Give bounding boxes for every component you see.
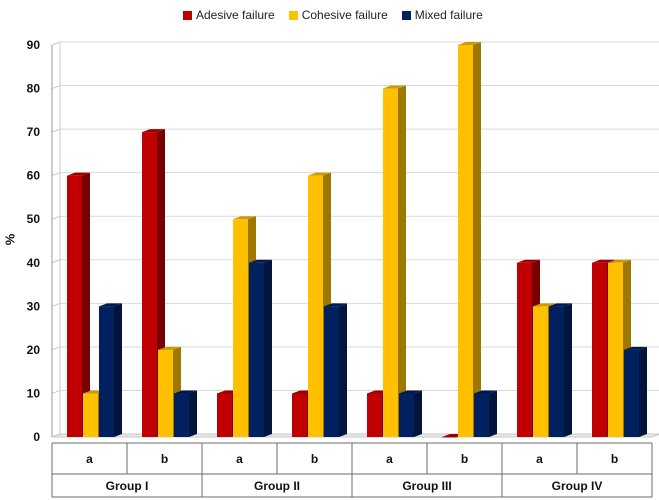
bar-top (67, 172, 90, 176)
bar (608, 262, 623, 437)
legend-swatch-cohesive (288, 10, 298, 20)
bar (158, 349, 173, 437)
bar (292, 393, 307, 437)
x-tick-label: b (611, 452, 618, 466)
bar-top (99, 303, 122, 307)
gridline-depth (51, 41, 61, 46)
y-tick-label: 10 (27, 386, 41, 400)
x-tick-label: b (311, 452, 318, 466)
bar-side (414, 390, 422, 437)
bar-top (517, 259, 540, 263)
bar-side (114, 303, 122, 437)
bar-top (592, 259, 615, 263)
gridline-depth (51, 215, 61, 220)
bar (399, 393, 414, 437)
legend-label-cohesive: Cohesive failure (301, 8, 388, 22)
y-tick-label: 70 (27, 125, 41, 139)
bar-side (264, 259, 272, 437)
bar-top (624, 346, 647, 350)
bar-side (489, 390, 497, 437)
y-tick-label: 90 (27, 38, 41, 52)
x-group-label: Group II (254, 479, 300, 493)
bar (233, 219, 248, 437)
bar-top (158, 346, 181, 350)
bar-top (233, 216, 256, 220)
legend-item-cohesive: Cohesive failure (288, 8, 388, 22)
bar-top (142, 129, 165, 133)
x-group-label: Group I (106, 479, 149, 493)
bar-top (249, 259, 272, 263)
bar (517, 262, 532, 437)
bar-side (189, 390, 197, 437)
gridline-depth (51, 346, 61, 351)
x-tick-label: a (236, 452, 243, 466)
y-tick-label: 30 (27, 299, 41, 313)
bar (249, 262, 264, 437)
bar (142, 132, 157, 437)
bar (99, 306, 114, 437)
x-tick-label: b (461, 452, 468, 466)
y-tick-label: 80 (27, 82, 41, 96)
bar-side (639, 346, 647, 437)
gridline-depth (51, 389, 61, 394)
legend-swatch-mixed (401, 10, 411, 20)
bar (442, 437, 457, 438)
bar (549, 306, 564, 437)
bar-side (339, 303, 347, 437)
y-tick-label: 60 (27, 169, 41, 183)
bar (67, 175, 82, 437)
legend-label-adesive: Adesive failure (196, 8, 275, 22)
y-tick-label: 40 (27, 256, 41, 270)
bar (367, 393, 382, 437)
y-tick-label: 20 (27, 343, 41, 357)
bar-side (82, 172, 90, 437)
bar-top (458, 42, 481, 45)
gridline-depth (51, 259, 61, 264)
bar-top (174, 390, 197, 394)
bar (383, 88, 398, 438)
bar-top (399, 390, 422, 394)
bar (174, 393, 189, 437)
bar-side (473, 42, 481, 437)
y-tick-label: 50 (27, 212, 41, 226)
bar-top (549, 303, 572, 307)
bar (592, 262, 607, 437)
bar-top (608, 259, 631, 263)
x-tick-label: a (386, 452, 393, 466)
legend-label-mixed: Mixed failure (414, 8, 483, 22)
bar (217, 393, 232, 437)
x-group-label: Group IV (552, 479, 603, 493)
bar (324, 306, 339, 437)
bar-top (308, 172, 331, 176)
bar-side (398, 85, 406, 438)
bar-top (533, 303, 556, 307)
legend-item-mixed: Mixed failure (401, 8, 483, 22)
legend-item-adesive: Adesive failure (183, 8, 275, 22)
bar-top (474, 390, 497, 394)
gridline-depth (51, 433, 61, 438)
bar-top (324, 303, 347, 307)
bar-side (564, 303, 572, 437)
bar (83, 393, 98, 437)
gridline-depth (51, 172, 61, 177)
x-tick-label: a (86, 452, 93, 466)
x-tick-label: b (161, 452, 168, 466)
x-tick-label: a (536, 452, 543, 466)
x-group-label: Group III (402, 479, 451, 493)
gridline-depth (51, 128, 61, 133)
bar (308, 175, 323, 437)
bar (458, 45, 473, 437)
bar (624, 349, 639, 437)
gridline-depth (51, 302, 61, 307)
bar-top (383, 85, 406, 89)
gridline-depth (51, 85, 61, 90)
y-tick-label: 0 (33, 430, 40, 444)
chart-legend: Adesive failure Cohesive failure Mixed f… (183, 8, 483, 22)
legend-swatch-adesive (183, 10, 192, 20)
bar (533, 306, 548, 437)
bar (474, 393, 489, 437)
